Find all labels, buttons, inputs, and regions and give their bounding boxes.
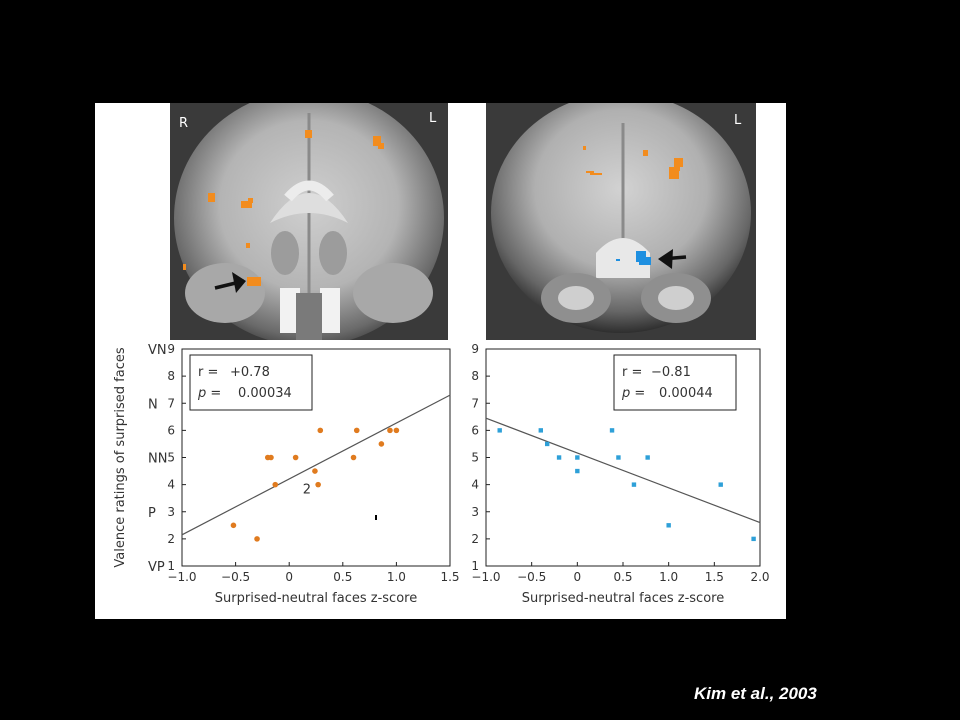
y-category-label: P [148,506,156,521]
data-point [393,427,400,434]
y-tick-label: 8 [471,369,479,383]
data-point [254,536,260,542]
brain-image-left: R L [170,103,448,340]
regression-line [485,417,761,524]
x-axis-label: Surprised-neutral faces z-score [215,591,417,606]
label-left-hemisphere-right: L [734,113,742,128]
y-tick-label: 2 [471,532,479,546]
data-point [230,522,237,529]
data-point [631,482,637,487]
data-point [378,441,385,447]
y-tick-label: 9 [167,342,175,356]
x-tick-label: −0.5 [221,570,250,584]
panel-gap [375,515,377,520]
y-tick-label: 6 [471,423,479,437]
y-axis-label: Valence ratings of surprised faces [113,347,128,567]
stats-r-label: r = [622,365,642,380]
y-tick-label: 4 [167,478,175,492]
stats-p-value: 0.00044 [659,386,713,401]
stats-box [613,354,737,411]
data-point [609,428,615,433]
x-tick-label: 2.0 [750,570,769,584]
data-point [575,455,580,460]
data-point [387,427,393,434]
y-tick-label: 7 [471,396,479,410]
x-axis-label: Surprised-neutral faces z-score [522,591,724,606]
x-tick-label: 1.5 [705,570,724,584]
data-point [718,482,723,487]
y-tick-label: 1 [471,559,479,573]
y-tick-label: 2 [167,532,175,546]
data-point [544,441,550,447]
y-tick-label: 9 [471,342,479,356]
stats-box [189,354,313,411]
data-point [751,536,756,542]
y-tick-label: 5 [471,451,479,465]
label-left-hemisphere: L [429,111,437,126]
stats-p-value: 0.00034 [238,386,292,401]
x-tick-label: −1.0 [167,570,196,584]
data-point [272,481,279,488]
citation: Kim et al., 2003 [694,684,817,703]
y-category-label: N [148,397,158,412]
data-point [645,455,650,460]
y-tick-label: 4 [471,478,479,492]
brain-image-right: L [486,103,756,340]
label-right-hemisphere: R [179,116,189,131]
stats-r-value: +0.78 [230,365,270,380]
x-tick-label: 0 [285,570,293,584]
data-point [538,428,543,433]
data-point [350,454,357,461]
scatter-plots: −1.0 −0.5 0 0.5 1.0 1.5123456789VNNNNPVPSurpr… [113,342,770,606]
data-point [556,455,562,460]
x-tick-label: 0.5 [333,570,352,584]
data-point [616,455,621,460]
x-tick-label: 1.0 [659,570,678,584]
x-tick-label: −0.5 [517,570,546,584]
data-point [353,427,360,434]
stats-r-label: r = [198,365,218,380]
stats-p-label: p = [621,386,645,401]
x-tick-label: 1.0 [387,570,406,584]
x-tick-label: 0 [574,570,582,584]
y-category-label: NN [148,452,167,467]
data-point [575,468,580,474]
scatter-plot-left: −1.0 −0.5 0 0.5 1.0 1.5123456789VNNNNPVPSurpr… [113,342,460,606]
data-point [292,454,299,461]
data-point [312,468,318,474]
y-tick-label: 7 [167,396,175,410]
stats-p-label: p = [197,386,221,401]
data-point [317,427,324,434]
point-annotation: 2 [303,482,311,497]
y-tick-label: 3 [471,505,479,519]
y-tick-label: 5 [167,451,175,465]
data-point [497,428,502,433]
data-point [268,454,274,461]
y-category-label: VN [148,343,167,358]
y-tick-label: 6 [167,423,175,437]
stats-r-value: −0.81 [651,365,691,380]
x-tick-label: 1.5 [440,570,459,584]
x-tick-label: −1.0 [471,570,500,584]
data-point [666,523,671,528]
y-tick-label: 3 [167,505,175,519]
arrow-left-panel [214,272,246,293]
regression-line [181,394,451,536]
y-tick-label: 1 [167,559,175,573]
y-category-label: VP [148,560,165,575]
data-point [315,481,321,488]
figure-panel: R L [95,103,786,619]
arrow-right-panel [658,249,687,269]
scatter-plot-right: −1.0 −0.5 0 0.5 1.0 1.5 2.0 1 2 3 4 5 6 7 8 9 Surprised-… [471,342,769,606]
y-tick-label: 8 [167,369,175,383]
x-tick-label: 0.5 [613,570,632,584]
